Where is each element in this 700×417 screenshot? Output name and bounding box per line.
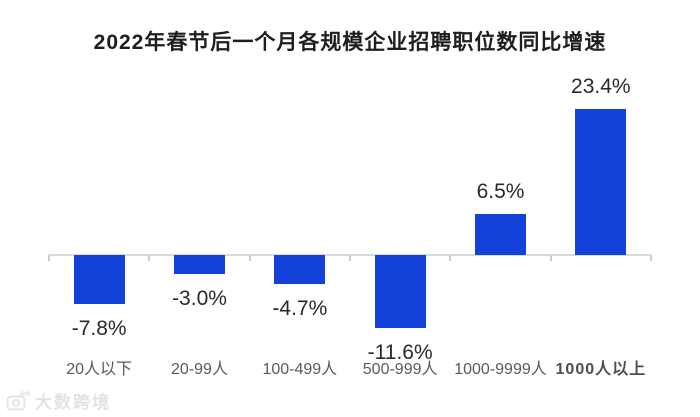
bar-value-label: -4.7%: [272, 297, 328, 321]
bar: [274, 255, 326, 285]
x-axis-tick: [650, 255, 652, 261]
bar: [374, 255, 426, 328]
bar: [73, 255, 125, 304]
bar: [575, 108, 627, 255]
bar: [475, 214, 526, 255]
chart-title: 2022年春节后一个月各规模企业招聘职位数同比增速: [93, 31, 607, 54]
watermark: 大数跨境: [6, 388, 111, 413]
bar-value-label: 23.4%: [571, 74, 631, 98]
category-label: 1000人以上: [555, 361, 647, 378]
category-label: 20人以下: [66, 361, 133, 378]
x-axis-tick: [48, 255, 50, 261]
category-label: 100-499人: [262, 361, 338, 378]
bar-value-label: -11.6%: [367, 340, 433, 364]
camera-logo-icon: [6, 390, 30, 411]
x-axis-tick: [148, 255, 151, 261]
category-label: 20-99人: [171, 361, 228, 378]
bar-value-label: 6.5%: [476, 180, 525, 204]
category-label: 1000-9999人: [454, 361, 547, 378]
category-label: 500-999人: [362, 361, 438, 378]
bar-value-label: -7.8%: [71, 316, 127, 340]
watermark-text: 大数跨境: [35, 393, 111, 412]
bar-value-label: -3.0%: [172, 286, 227, 310]
x-axis-tick: [349, 255, 351, 261]
bar: [174, 255, 225, 274]
x-axis-tick: [248, 255, 251, 261]
x-axis-tick: [449, 255, 452, 261]
x-axis-tick: [549, 255, 552, 261]
